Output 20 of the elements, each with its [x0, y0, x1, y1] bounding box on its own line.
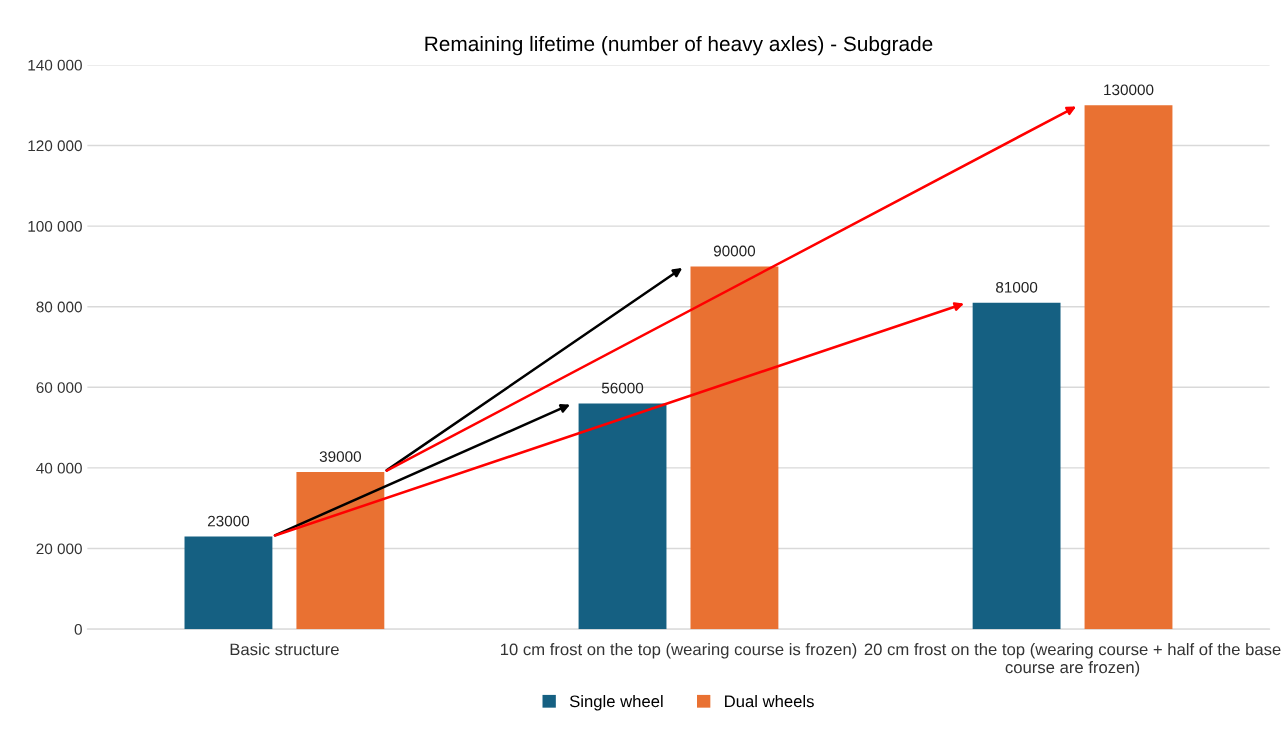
data-label: 39000 [319, 451, 362, 462]
data-label: 81000 [996, 281, 1038, 293]
y-tick-label: 80 000 [36, 301, 82, 313]
y-tick-label: 40 000 [36, 462, 82, 474]
legend-label: Dual wheels [725, 695, 814, 708]
y-tick-label: 120 000 [28, 140, 82, 152]
data-label: 56000 [601, 382, 644, 394]
legend-label: Single wheel [569, 695, 663, 711]
data-label: 130000 [1104, 84, 1154, 96]
data-label: 90000 [713, 245, 756, 257]
x-tick-label: 20 cm frost on the top (wearing course + half of the base course are frozen) [864, 643, 1281, 677]
y-tick-label: 20 000 [36, 543, 82, 555]
y-tick-label: 140 000 [28, 59, 82, 71]
chart-title: Remaining lifetime (number of heavy axles) - Subgrade [425, 35, 933, 56]
x-tick-label: Basic structure [230, 643, 339, 656]
y-tick-label: 100 000 [28, 220, 82, 232]
data-label: 23000 [207, 515, 250, 527]
y-tick-label: 60 000 [36, 382, 82, 393]
x-tick-label: 10 cm frost on the top (wearing course is frozen) [500, 643, 857, 659]
y-tick-label: 0 [74, 623, 82, 635]
